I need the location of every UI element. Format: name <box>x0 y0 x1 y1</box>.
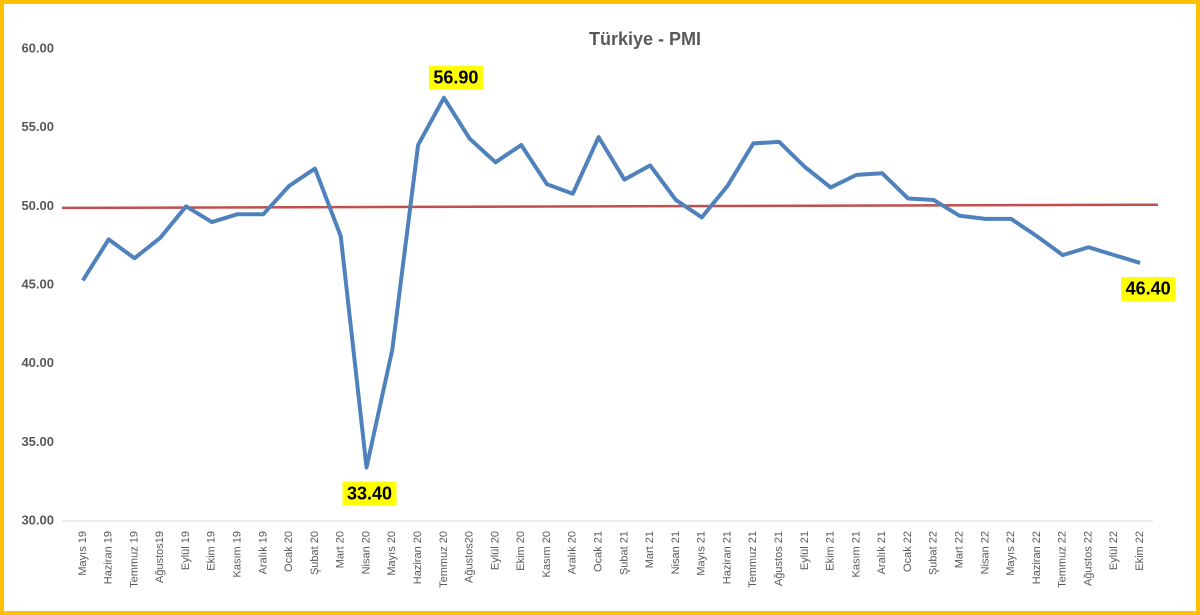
x-tick-label: Ağustos 22 <box>1082 531 1094 586</box>
x-tick-label: Ekim 21 <box>825 531 837 571</box>
label-highlight <box>1121 276 1176 301</box>
x-tick-label: Ocak 20 <box>283 531 295 572</box>
chart-title: Türkiye - PMI <box>589 29 701 49</box>
label-highlight <box>428 65 483 90</box>
x-tick-label: Haziran 20 <box>412 531 424 584</box>
x-tick-label: Haziran 22 <box>1031 531 1043 584</box>
x-tick-label: Mayıs 21 <box>696 531 708 576</box>
x-tick-label: Ağustos20 <box>464 531 476 583</box>
data-label: 46.40 <box>1126 279 1171 299</box>
y-tick-label: 60.00 <box>21 40 54 55</box>
x-tick-label: Mayıs 22 <box>1005 531 1017 576</box>
data-label: 56.90 <box>433 68 478 88</box>
x-tick-label: Eylül 20 <box>489 531 501 570</box>
reference-line <box>61 203 1159 210</box>
x-tick-label: Ekim 19 <box>206 531 218 571</box>
x-tick-label: Nisan 22 <box>979 531 991 574</box>
x-tick-label: Mart 22 <box>954 531 966 568</box>
x-tick-label: Mayıs 19 <box>77 531 89 576</box>
x-tick-label: Kasım 20 <box>541 531 553 577</box>
x-tick-label: Eylül 21 <box>799 531 811 570</box>
y-tick-label: 55.00 <box>21 119 54 134</box>
x-tick-label: Nisan 20 <box>360 531 372 574</box>
y-tick-label: 30.00 <box>21 512 54 527</box>
x-tick-label: Nisan 21 <box>670 531 682 574</box>
y-tick-label: 45.00 <box>21 276 54 291</box>
x-tick-label: Temmuz 22 <box>1057 531 1069 588</box>
x-tick-label: Kasım 21 <box>850 531 862 577</box>
series-line <box>81 95 1141 470</box>
x-tick-label: Aralık 19 <box>257 531 269 574</box>
x-tick-label: Haziran 21 <box>721 531 733 584</box>
x-tick-label: Ağustos19 <box>154 531 166 583</box>
data-label: 33.40 <box>347 483 392 503</box>
x-tick-label: Kasım 19 <box>232 531 244 577</box>
x-tick-label: Şubat 22 <box>928 531 940 575</box>
x-tick-label: Haziran 19 <box>103 531 115 584</box>
x-tick-label: Mart 21 <box>644 531 656 568</box>
x-tick-label: Şubat 20 <box>309 531 321 575</box>
y-tick-label: 40.00 <box>21 355 54 370</box>
x-tick-label: Temmuz 19 <box>128 531 140 588</box>
x-tick-label: Eylül 22 <box>1108 531 1120 570</box>
y-tick-label: 35.00 <box>21 434 54 449</box>
y-tick-label: 50.00 <box>21 198 54 213</box>
label-highlight <box>342 481 397 506</box>
x-tick-label: Mart 20 <box>335 531 347 568</box>
x-tick-label: Aralık 21 <box>876 531 888 574</box>
x-tick-label: Aralık 20 <box>567 531 579 574</box>
x-tick-label: Temmuz 20 <box>438 531 450 588</box>
x-tick-label: Temmuz 21 <box>747 531 759 588</box>
x-tick-label: Ocak 21 <box>593 531 605 572</box>
x-tick-label: Mayıs 20 <box>386 531 398 576</box>
x-tick-label: Ekim 22 <box>1134 531 1146 571</box>
x-tick-label: Eylül 19 <box>180 531 192 570</box>
x-tick-label: Ocak 22 <box>902 531 914 572</box>
x-tick-label: Şubat 21 <box>618 531 630 575</box>
x-tick-label: Ekim 20 <box>515 531 527 571</box>
x-tick-label: Ağustos 21 <box>773 531 785 586</box>
